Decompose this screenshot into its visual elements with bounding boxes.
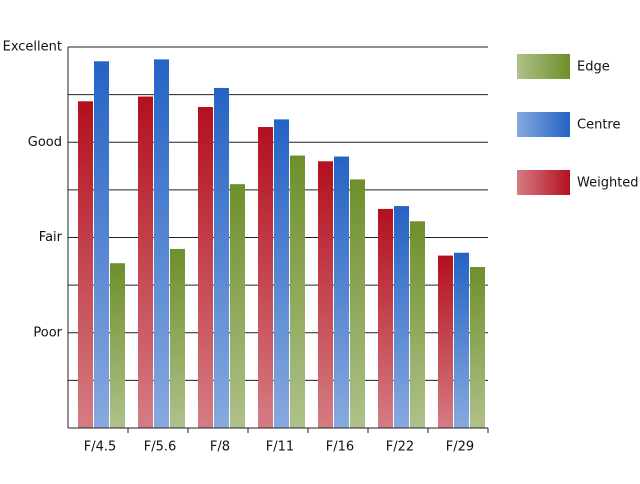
x-tick-label: F/5.6 — [144, 440, 177, 455]
legend-label: Weighted — [577, 176, 639, 191]
bar — [394, 206, 409, 428]
legend-label: Centre — [577, 118, 620, 133]
bar — [378, 208, 393, 428]
y-tick-label: Poor — [33, 325, 62, 340]
bar — [198, 107, 213, 428]
bar — [170, 248, 185, 428]
bar — [454, 252, 469, 428]
legend-swatch — [517, 170, 570, 195]
bar — [350, 179, 365, 428]
bar — [230, 184, 245, 428]
bar — [154, 59, 169, 428]
y-tick-label: Fair — [39, 230, 63, 245]
bar — [214, 87, 229, 429]
legend-swatch — [517, 112, 570, 137]
bar — [470, 267, 485, 428]
x-tick-label: F/4.5 — [84, 440, 117, 455]
legend-swatch — [517, 54, 570, 79]
bar — [438, 255, 453, 428]
bar — [110, 263, 125, 428]
legend-label: Edge — [577, 60, 610, 75]
y-tick-label: Good — [28, 135, 62, 150]
bar — [410, 221, 425, 428]
bar — [138, 96, 153, 428]
bar — [94, 61, 109, 428]
x-tick-label: F/29 — [446, 440, 474, 455]
x-tick-label: F/8 — [210, 440, 230, 455]
x-tick-label: F/11 — [266, 440, 294, 455]
bar — [318, 161, 333, 429]
bar — [274, 119, 289, 428]
bar — [290, 155, 305, 428]
bar — [78, 101, 93, 428]
bar — [334, 156, 349, 428]
x-tick-label: F/22 — [386, 440, 414, 455]
bar — [258, 127, 273, 428]
x-tick-label: F/16 — [326, 440, 354, 455]
y-tick-label: Excellent — [3, 40, 62, 55]
